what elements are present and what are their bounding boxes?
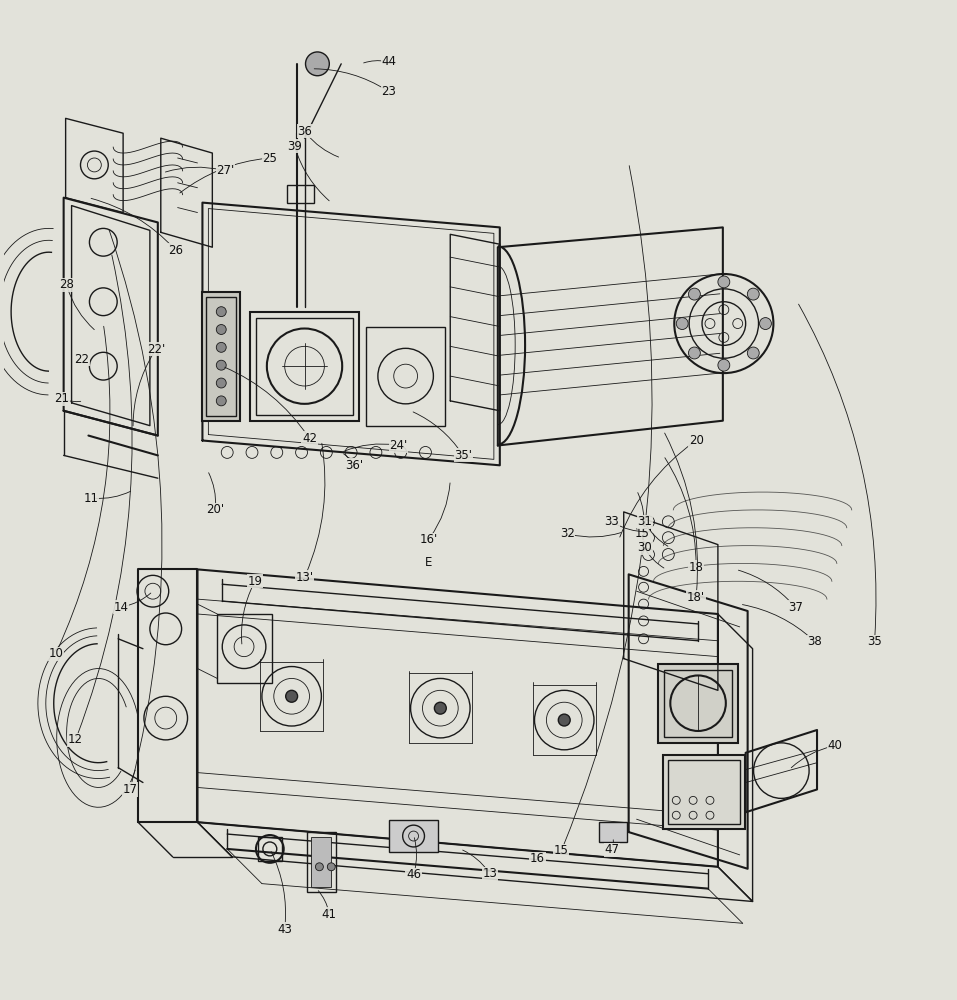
Bar: [203, 292, 240, 421]
Circle shape: [718, 276, 730, 288]
Circle shape: [316, 863, 323, 871]
Bar: [207, 297, 236, 416]
Text: 28: 28: [59, 278, 74, 291]
Text: 41: 41: [322, 908, 337, 921]
Circle shape: [286, 690, 298, 702]
Bar: [250, 312, 359, 421]
Text: 11: 11: [84, 492, 99, 505]
Text: 18': 18': [687, 591, 705, 604]
Text: 46: 46: [406, 868, 421, 881]
Text: 47: 47: [604, 843, 619, 856]
Text: 35': 35': [455, 449, 472, 462]
Text: 26: 26: [168, 244, 183, 257]
Circle shape: [216, 360, 226, 370]
Bar: [258, 837, 281, 861]
Text: 42: 42: [302, 432, 317, 445]
Bar: [389, 820, 438, 852]
Circle shape: [216, 325, 226, 334]
Text: 13': 13': [296, 571, 314, 584]
Bar: [306, 832, 336, 892]
Bar: [256, 318, 353, 415]
Bar: [311, 837, 331, 887]
Text: 20: 20: [689, 434, 703, 447]
Circle shape: [305, 52, 329, 76]
Text: 38: 38: [808, 635, 822, 648]
Text: 23: 23: [381, 85, 396, 98]
Circle shape: [216, 307, 226, 317]
Text: 31: 31: [637, 515, 652, 528]
Text: 36': 36': [345, 459, 363, 472]
Text: 32: 32: [560, 527, 574, 540]
Bar: [217, 614, 272, 683]
Circle shape: [434, 702, 446, 714]
Text: 35: 35: [867, 635, 882, 648]
Text: 33: 33: [605, 515, 619, 528]
Text: 14: 14: [114, 601, 128, 614]
Circle shape: [216, 396, 226, 406]
Text: 40: 40: [828, 739, 842, 752]
Circle shape: [747, 347, 759, 359]
Circle shape: [677, 318, 688, 329]
Text: 15': 15': [634, 527, 653, 540]
Text: 25: 25: [262, 152, 278, 165]
Text: 19: 19: [248, 575, 262, 588]
Text: 13: 13: [482, 867, 498, 880]
Bar: [599, 822, 627, 842]
Text: 24': 24': [389, 439, 408, 452]
Bar: [287, 185, 315, 203]
Text: 17: 17: [122, 783, 138, 796]
Bar: [668, 760, 740, 824]
Text: 15: 15: [554, 844, 568, 857]
Circle shape: [688, 347, 701, 359]
Text: 27': 27': [216, 164, 234, 177]
Text: 44: 44: [381, 55, 396, 68]
Text: E: E: [425, 556, 433, 569]
Circle shape: [747, 288, 759, 300]
Circle shape: [216, 378, 226, 388]
Text: 12: 12: [68, 733, 83, 746]
Bar: [658, 664, 738, 743]
Text: 18: 18: [689, 561, 703, 574]
Circle shape: [760, 318, 771, 329]
Circle shape: [216, 342, 226, 352]
Bar: [366, 327, 445, 426]
Text: 22': 22': [146, 343, 165, 356]
Text: 22: 22: [74, 353, 89, 366]
Bar: [663, 755, 745, 829]
Text: 16': 16': [419, 533, 437, 546]
Text: 16: 16: [530, 852, 545, 865]
Text: 10: 10: [48, 647, 63, 660]
Text: 30: 30: [637, 541, 652, 554]
Text: 36: 36: [297, 125, 312, 138]
Text: 43: 43: [278, 923, 292, 936]
Circle shape: [327, 863, 335, 871]
Text: 21: 21: [55, 392, 69, 405]
Circle shape: [558, 714, 570, 726]
Bar: [664, 670, 732, 737]
Circle shape: [718, 359, 730, 371]
Text: 20': 20': [207, 503, 224, 516]
Text: 37: 37: [788, 601, 803, 614]
Text: 39: 39: [287, 140, 302, 153]
Circle shape: [688, 288, 701, 300]
